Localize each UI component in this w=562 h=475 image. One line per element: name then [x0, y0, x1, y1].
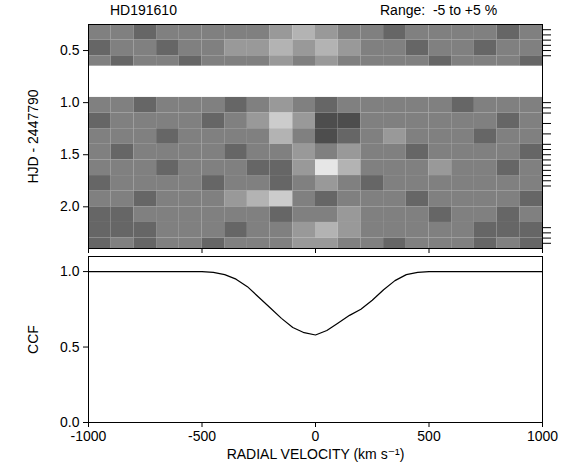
- html-text:Range: -5 to +5 %: Range: -5 to +5 %: [380, 2, 498, 18]
- svg-text:500: 500: [417, 428, 441, 444]
- svg-text:1.0: 1.0: [60, 263, 80, 279]
- svg-text:0.5: 0.5: [60, 42, 80, 58]
- svg-text:1.5: 1.5: [60, 146, 80, 162]
- svg-text:HJD - 2447790: HJD - 2447790: [25, 89, 41, 183]
- svg-text:-500: -500: [188, 428, 216, 444]
- svg-text:1.0: 1.0: [60, 94, 80, 110]
- svg-text:0: 0: [312, 428, 320, 444]
- svg-text:0.5: 0.5: [60, 339, 80, 355]
- svg-text:RADIAL VELOCITY (km s⁻¹): RADIAL VELOCITY (km s⁻¹): [227, 446, 405, 462]
- svg-text:CCF: CCF: [25, 325, 41, 354]
- svg-text:-1000: -1000: [71, 428, 107, 444]
- svg-text:1000: 1000: [527, 428, 558, 444]
- svg-text:2.0: 2.0: [60, 198, 80, 214]
- html-text:HD191610: HD191610: [110, 2, 177, 18]
- svg-text:0.0: 0.0: [60, 414, 80, 430]
